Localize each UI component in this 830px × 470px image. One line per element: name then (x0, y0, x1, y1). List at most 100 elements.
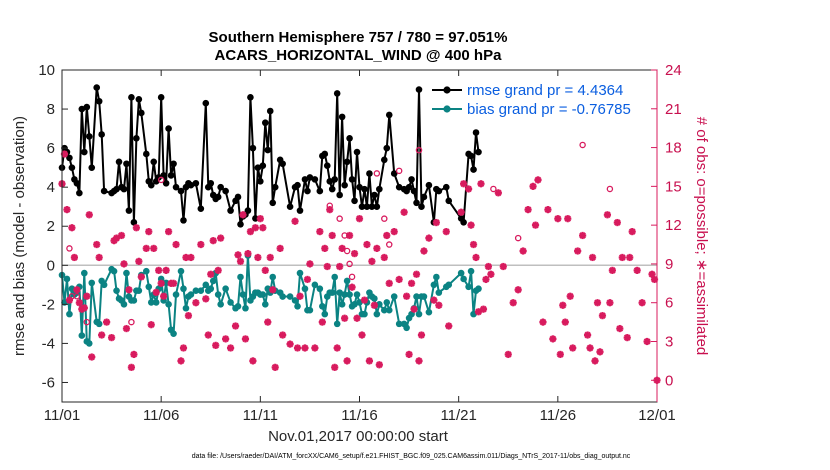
bias-point (222, 285, 229, 293)
y2-tick-label: 24 (665, 62, 682, 79)
rmse-point (415, 86, 423, 93)
obs-assimilated-point (345, 231, 354, 240)
rmse-point (165, 125, 172, 132)
obs-assimilated-point (125, 286, 133, 294)
obs-assimilated-point (279, 331, 287, 339)
obs-possible-point (348, 273, 356, 281)
obs-assimilated-point (400, 208, 408, 216)
rmse-point (341, 181, 348, 189)
rmse-point (390, 170, 398, 177)
bias-point (306, 306, 314, 314)
obs-assimilated-point (147, 321, 155, 329)
bias-point (316, 285, 324, 293)
obs-assimilated-point (559, 301, 567, 309)
bias-point (135, 287, 143, 294)
obs-assimilated-point (269, 286, 277, 294)
bias-point (333, 320, 341, 328)
rmse-point (408, 176, 415, 183)
legend[interactable]: rmse grand pr = 4.4364 bias grand pr = -… (428, 80, 646, 120)
obs-assimilated-point (643, 337, 651, 346)
rmse-point (214, 193, 222, 201)
obs-assimilated-point (410, 305, 418, 313)
obs-assimilated-point (579, 231, 587, 240)
obs-assimilated-point (534, 176, 542, 184)
rmse-point (162, 179, 170, 187)
obs-assimilated-point (239, 211, 247, 219)
obs-assimilated-point (564, 215, 572, 223)
obs-assimilated-point (209, 237, 217, 245)
obs-assimilated-point (179, 344, 188, 352)
x-tick-label: 11/01 (44, 407, 80, 424)
bias-point (100, 281, 108, 289)
obs-assimilated-point (442, 228, 450, 236)
rmse-point (333, 90, 341, 97)
obs-possible-point (336, 215, 343, 222)
legend-bias-label: bias grand pr = -0.76785 (467, 101, 631, 118)
obs-assimilated-point (608, 266, 616, 274)
obs-assimilated-point (222, 335, 230, 343)
obs-assimilated-point (214, 266, 222, 274)
rmse-point (470, 166, 477, 173)
obs-assimilated-point (348, 283, 356, 291)
obs-assimilated-point (172, 240, 180, 249)
obs-assimilated-point (212, 341, 220, 349)
rmse-point (66, 154, 73, 162)
bias-point (237, 273, 244, 281)
bias-point (227, 299, 234, 306)
obs-assimilated-point (162, 266, 170, 274)
obs-assimilated-point (276, 244, 284, 253)
obs-assimilated-point (355, 215, 364, 223)
bias-point (338, 301, 346, 308)
y2-tick-label: 15 (665, 178, 682, 195)
obs-assimilated-point (477, 180, 485, 188)
bias-point (123, 269, 130, 277)
rmse-point (264, 146, 272, 154)
chart-subtitle: ACARS_HORIZONTAL_WIND @ 400 hPa (215, 47, 503, 64)
rmse-point (326, 178, 334, 185)
x-tick-label: 11/16 (341, 407, 377, 424)
obs-assimilated-point (499, 262, 507, 271)
rmse-point (237, 220, 244, 228)
bias-point (346, 291, 353, 298)
rmse-point (323, 162, 331, 169)
obs-assimilated-point (385, 279, 393, 287)
y-tick-label: -6 (42, 374, 55, 391)
bias-point (239, 291, 247, 298)
obs-assimilated-point (326, 206, 334, 214)
obs-assimilated-point (479, 305, 488, 313)
obs-assimilated-point (323, 262, 331, 271)
rmse-point (294, 181, 301, 189)
rmse-point (418, 203, 425, 211)
bias-point (261, 301, 269, 308)
bias-point (207, 285, 215, 293)
bias-point (177, 267, 185, 275)
obs-possible-point (381, 215, 388, 222)
bias-point (110, 267, 118, 275)
obs-possible-point (346, 260, 353, 268)
obs-assimilated-point (122, 324, 131, 333)
obs-assimilated-point (596, 348, 604, 356)
bias-point (311, 281, 319, 289)
obs-assimilated-point (435, 301, 443, 309)
bias-point (420, 293, 428, 300)
obs-assimilated-point (266, 253, 274, 262)
rmse-point (170, 160, 177, 168)
y2-tick-label: 21 (665, 101, 682, 118)
obs-assimilated-point (259, 224, 267, 232)
obs-assimilated-point (405, 350, 413, 359)
rmse-point (254, 164, 262, 171)
bias-point (343, 277, 351, 285)
rmse-point (353, 148, 361, 156)
bias-point (425, 308, 433, 316)
obs-assimilated-point (403, 292, 411, 300)
obs-possible-point (385, 241, 393, 248)
rmse-point (81, 148, 88, 156)
bias-point (120, 301, 128, 308)
obs-assimilated-point (103, 318, 111, 326)
obs-assimilated-point (472, 253, 480, 262)
obs-assimilated-point (569, 344, 577, 352)
rmse-point (371, 191, 378, 199)
obs-possible-point (395, 167, 403, 175)
bias-point (336, 289, 343, 296)
obs-assimilated-point (157, 279, 165, 287)
